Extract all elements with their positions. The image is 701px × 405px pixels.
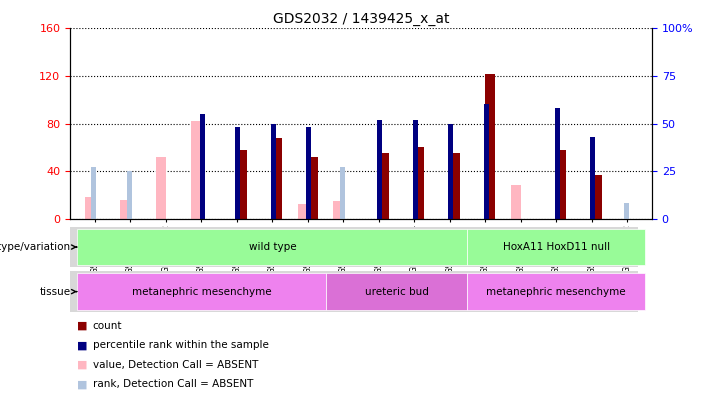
Bar (340, 167, 345, 219)
Bar (590, 137, 595, 219)
Bar (485, 74, 495, 219)
Text: count: count (93, 321, 122, 331)
Bar (325, 273, 468, 310)
Bar (334, 201, 343, 219)
Bar (450, 153, 460, 219)
Bar (85, 197, 95, 219)
Text: percentile rank within the sample: percentile rank within the sample (93, 341, 268, 350)
Bar (413, 120, 418, 219)
Text: ureteric bud: ureteric bud (365, 287, 428, 296)
Bar (379, 153, 388, 219)
Bar (308, 157, 318, 219)
Bar (592, 175, 601, 219)
Bar (91, 167, 97, 219)
Bar (271, 124, 275, 219)
Bar (554, 108, 559, 219)
Bar (77, 229, 468, 265)
Bar (624, 203, 629, 219)
Text: HoxA11 HoxD11 null: HoxA11 HoxD11 null (503, 242, 610, 252)
Text: rank, Detection Call = ABSENT: rank, Detection Call = ABSENT (93, 379, 253, 389)
Bar (121, 200, 130, 219)
Bar (414, 147, 424, 219)
Bar (556, 150, 566, 219)
Bar (272, 138, 283, 219)
Bar (77, 273, 325, 310)
Text: ■: ■ (77, 341, 88, 350)
Bar (468, 273, 645, 310)
Text: metanephric mesenchyme: metanephric mesenchyme (486, 287, 626, 296)
Bar (127, 171, 132, 219)
Bar (298, 205, 308, 219)
Text: ■: ■ (77, 321, 88, 331)
Bar (236, 127, 240, 219)
Bar (511, 185, 521, 219)
Bar (200, 114, 205, 219)
Bar (306, 127, 311, 219)
Bar (156, 157, 166, 219)
Text: wild type: wild type (249, 242, 296, 252)
Bar (237, 150, 247, 219)
Title: GDS2032 / 1439425_x_at: GDS2032 / 1439425_x_at (273, 12, 449, 26)
Bar (484, 104, 489, 219)
Text: ■: ■ (77, 360, 88, 370)
Bar (377, 120, 382, 219)
Text: ■: ■ (77, 379, 88, 389)
Bar (191, 121, 201, 219)
Bar (468, 229, 645, 265)
Text: tissue: tissue (40, 287, 76, 296)
Text: value, Detection Call = ABSENT: value, Detection Call = ABSENT (93, 360, 258, 370)
Text: genotype/variation: genotype/variation (0, 242, 76, 252)
Bar (448, 124, 453, 219)
Text: metanephric mesenchyme: metanephric mesenchyme (132, 287, 271, 296)
